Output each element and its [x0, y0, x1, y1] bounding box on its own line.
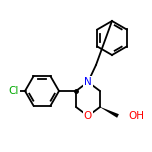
Text: OH: OH [128, 111, 144, 121]
Text: Cl: Cl [9, 86, 19, 96]
Text: O: O [84, 111, 92, 121]
Polygon shape [100, 107, 119, 118]
Text: N: N [84, 77, 92, 87]
